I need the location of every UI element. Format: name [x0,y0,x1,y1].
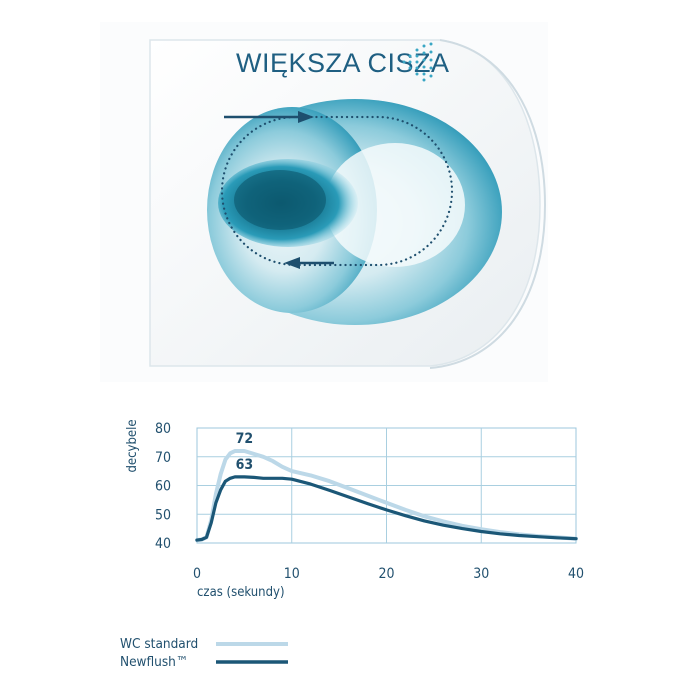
spray-icon [402,42,433,82]
y-tick-label: 70 [155,450,171,466]
legend: WC standard Newflush™ [120,636,288,670]
y-tick-label: 80 [155,421,171,437]
x-tick-label: 30 [473,566,489,582]
toilet-illustration: WIĘKSZA CISZA [100,22,548,382]
grid-lines [197,428,576,543]
legend-label: Newflush™ [120,654,188,670]
x-tick-label: 40 [568,566,584,582]
y-tick-label: 60 [155,479,171,495]
arrow-right-icon [224,111,314,123]
bowl-shine [325,143,465,267]
arrow-left-icon [284,257,334,269]
toilet-rim-edge [429,39,547,369]
peak-label: 63 [236,457,254,473]
decibel-chart: 40 50 60 70 80 0 10 20 30 40 decybele czas (seku… [120,419,584,670]
series-lines [195,449,578,543]
y-tick-label: 50 [155,507,171,523]
x-tick-label: 20 [378,566,394,582]
peak-label: 72 [236,431,254,447]
y-tick-label: 40 [155,536,171,552]
y-tick-labels: 40 50 60 70 80 [155,421,171,552]
x-tick-label: 0 [193,566,201,582]
water-core [234,170,326,230]
x-tick-labels: 0 10 20 30 40 [193,566,584,582]
x-tick-label: 10 [284,566,300,582]
y-axis-label: decybele [125,419,140,472]
x-axis-label: czas (sekundy) [197,585,285,600]
series-line-wc-standard [195,449,578,543]
series-line-newflush [195,475,578,542]
flush-path-dots [220,115,454,267]
legend-label: WC standard [120,636,198,652]
headline: WIĘKSZA CISZA [236,48,450,78]
peak-annotations: 72 63 [236,431,254,473]
